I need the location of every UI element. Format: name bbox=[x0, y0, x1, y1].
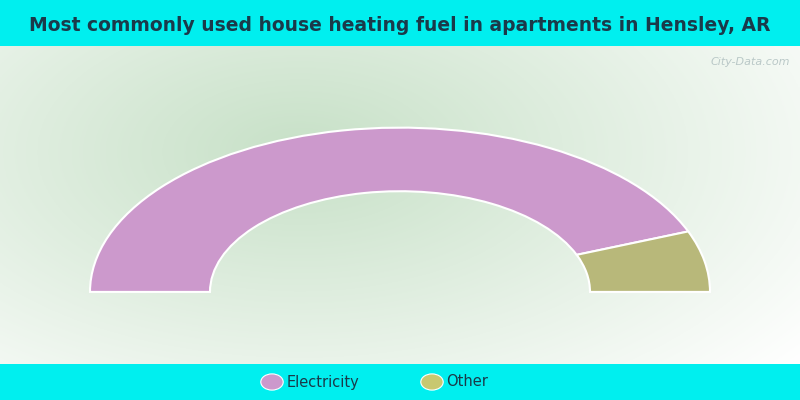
Ellipse shape bbox=[261, 374, 283, 390]
Text: Electricity: Electricity bbox=[286, 374, 359, 390]
Ellipse shape bbox=[421, 374, 443, 390]
Wedge shape bbox=[577, 232, 710, 292]
Text: City-Data.com: City-Data.com bbox=[710, 57, 790, 67]
Text: Most commonly used house heating fuel in apartments in Hensley, AR: Most commonly used house heating fuel in… bbox=[30, 16, 770, 35]
Wedge shape bbox=[90, 128, 688, 292]
Text: Other: Other bbox=[446, 374, 488, 390]
